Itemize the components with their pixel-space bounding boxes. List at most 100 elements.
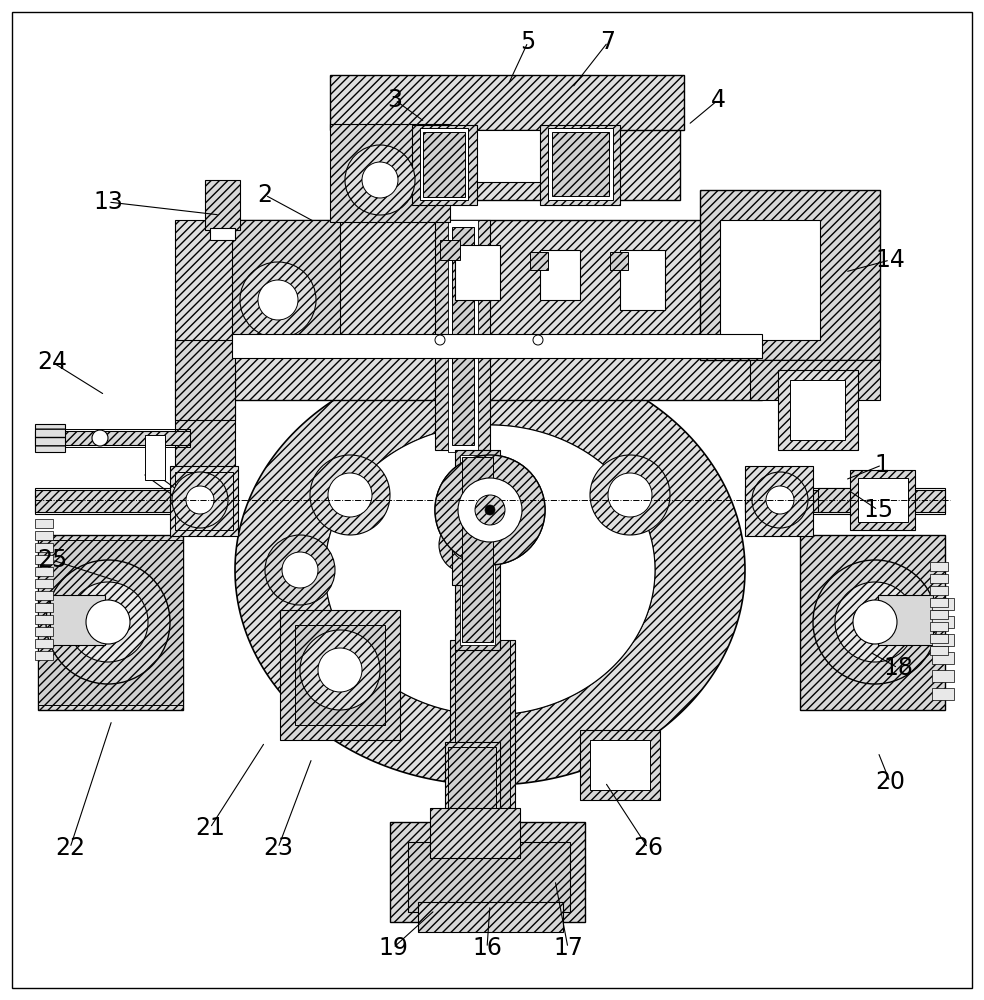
Bar xyxy=(420,128,468,200)
Text: 13: 13 xyxy=(93,190,123,214)
Bar xyxy=(342,128,680,200)
Bar xyxy=(210,228,235,240)
Text: 2: 2 xyxy=(258,183,273,207)
Bar xyxy=(932,670,954,682)
Bar xyxy=(452,505,482,585)
Bar xyxy=(448,747,496,815)
Bar xyxy=(232,220,762,400)
Circle shape xyxy=(813,560,937,684)
Bar xyxy=(462,457,493,642)
Circle shape xyxy=(46,560,170,684)
Circle shape xyxy=(458,478,522,542)
Text: 1: 1 xyxy=(875,453,890,477)
Bar xyxy=(35,488,235,514)
Text: 26: 26 xyxy=(633,836,663,860)
Text: 23: 23 xyxy=(263,836,293,860)
Text: 25: 25 xyxy=(36,548,67,572)
Bar xyxy=(448,220,478,452)
Text: 15: 15 xyxy=(863,498,893,522)
Text: 20: 20 xyxy=(875,770,905,794)
Bar xyxy=(590,740,650,790)
Circle shape xyxy=(86,600,130,644)
Bar xyxy=(430,808,520,858)
Bar xyxy=(35,567,53,576)
Circle shape xyxy=(752,472,808,528)
Bar xyxy=(390,822,585,922)
Bar xyxy=(232,334,762,358)
Circle shape xyxy=(172,472,228,528)
Bar xyxy=(800,535,945,710)
Circle shape xyxy=(435,335,445,345)
Bar xyxy=(878,595,933,645)
Bar xyxy=(175,472,233,530)
Text: 17: 17 xyxy=(553,936,583,960)
Bar xyxy=(175,220,233,360)
Circle shape xyxy=(92,430,108,446)
Circle shape xyxy=(362,162,398,198)
Bar xyxy=(35,531,53,540)
Circle shape xyxy=(590,455,670,535)
Polygon shape xyxy=(235,355,745,785)
Circle shape xyxy=(533,335,543,345)
Bar xyxy=(423,132,465,197)
Bar xyxy=(280,610,400,740)
Bar xyxy=(295,625,385,725)
Bar xyxy=(35,429,190,447)
Bar xyxy=(350,130,455,182)
Circle shape xyxy=(282,552,318,588)
Bar xyxy=(455,450,500,650)
Circle shape xyxy=(318,648,362,692)
Circle shape xyxy=(853,600,897,644)
Bar xyxy=(580,730,660,800)
Bar xyxy=(35,627,53,636)
Bar xyxy=(548,128,613,200)
Circle shape xyxy=(472,492,508,528)
Bar xyxy=(610,252,628,270)
Bar xyxy=(930,574,948,583)
Bar xyxy=(35,431,190,445)
Bar xyxy=(932,634,954,646)
Text: 22: 22 xyxy=(55,836,85,860)
Bar xyxy=(745,466,813,536)
Circle shape xyxy=(435,455,545,565)
Circle shape xyxy=(68,582,148,662)
Circle shape xyxy=(475,495,505,525)
Bar xyxy=(205,180,240,230)
Bar xyxy=(460,455,495,645)
Bar xyxy=(540,250,580,300)
Bar xyxy=(232,220,340,350)
Bar xyxy=(38,535,183,710)
Bar xyxy=(435,220,490,450)
Bar xyxy=(932,616,954,628)
Circle shape xyxy=(458,478,522,542)
Text: 3: 3 xyxy=(388,88,402,112)
Bar xyxy=(930,598,948,607)
Bar xyxy=(35,651,53,660)
Bar xyxy=(552,132,609,196)
Polygon shape xyxy=(325,425,655,715)
Bar xyxy=(750,360,880,400)
Bar xyxy=(452,227,474,445)
Circle shape xyxy=(608,473,652,517)
Text: 19: 19 xyxy=(378,936,408,960)
Bar xyxy=(620,250,665,310)
Bar xyxy=(412,125,477,205)
Bar xyxy=(35,603,53,612)
Bar xyxy=(35,555,53,564)
Bar xyxy=(745,490,945,512)
Bar xyxy=(930,634,948,643)
Bar xyxy=(858,478,908,522)
Bar xyxy=(932,598,954,610)
Bar xyxy=(35,591,53,600)
Circle shape xyxy=(310,455,390,535)
Bar xyxy=(778,370,858,450)
Text: 5: 5 xyxy=(521,30,535,54)
Bar xyxy=(35,490,235,512)
Bar xyxy=(35,615,53,624)
Bar xyxy=(408,842,570,912)
Bar xyxy=(175,370,235,490)
Bar xyxy=(35,424,65,452)
Circle shape xyxy=(345,145,415,215)
Bar xyxy=(330,124,450,222)
Bar xyxy=(440,240,460,260)
